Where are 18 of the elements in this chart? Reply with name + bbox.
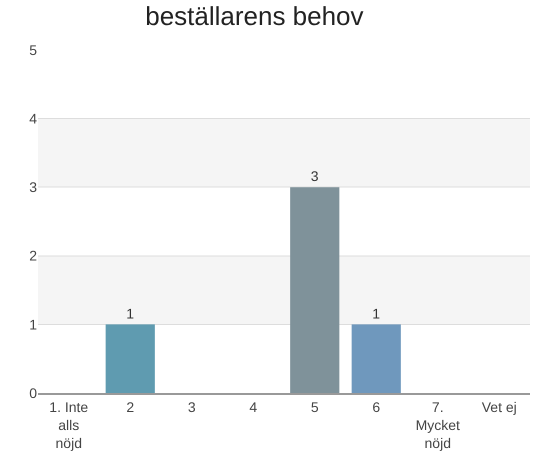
data-label: 1 [126, 305, 134, 322]
x-tick-label: 7. Mycket nöjd [416, 398, 460, 452]
y-tick-label: 1 [29, 316, 38, 332]
y-tick-label: 2 [29, 248, 38, 264]
y-tick-label: 3 [29, 179, 38, 196]
x-tick-label: 5 [310, 398, 319, 415]
y-tick-label: 5 [29, 42, 38, 58]
x-tick-label: Vet ej [482, 398, 517, 415]
data-label: 1 [372, 305, 380, 322]
data-label: 3 [310, 168, 319, 184]
y-tick-label: 4 [29, 110, 38, 126]
x-tick-label: 4 [249, 398, 258, 415]
y-tick-label: 0 [29, 384, 38, 401]
x-tick-label: 6 [372, 398, 380, 415]
x-tick-label: 2 [126, 398, 134, 415]
x-tick-label: 3 [188, 398, 196, 415]
x-tick-label: 1. Inte alls nöjd [49, 398, 88, 452]
chart-title: beställarens behov [145, 1, 364, 32]
